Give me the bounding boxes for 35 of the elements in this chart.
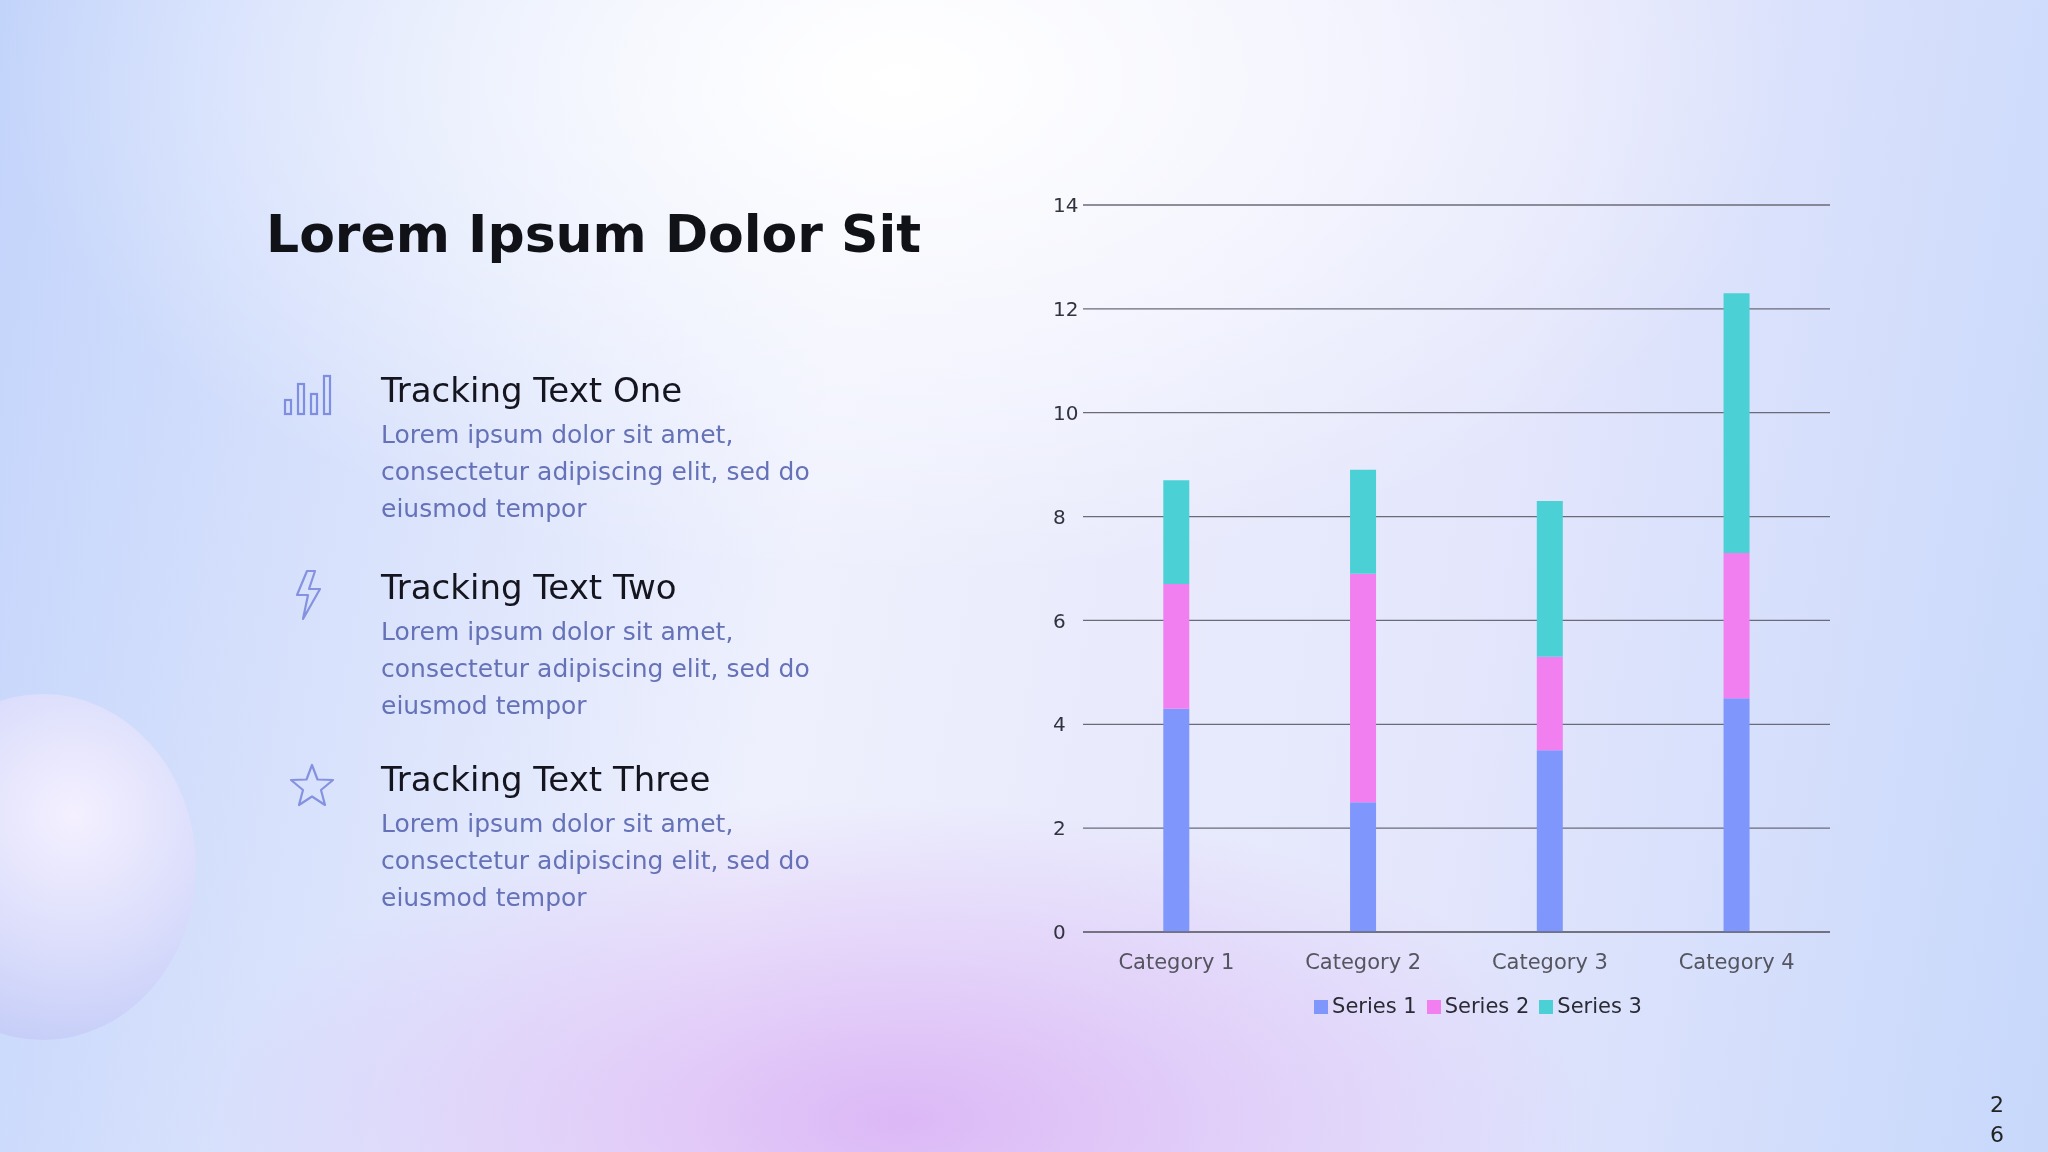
y-tick-label: 12 <box>1053 296 1079 321</box>
bar <box>1723 293 1750 553</box>
x-tick-label: Category 3 <box>1491 949 1608 974</box>
y-tick-label: 14 <box>1053 193 1079 218</box>
text: 26 <box>1989 1091 2005 1149</box>
y-tick-label: 8 <box>1053 504 1066 529</box>
text: Lorem Ipsum Dolor Sit <box>266 204 922 264</box>
legend-label: Series 2 <box>1444 994 1530 1018</box>
y-tick-label: 4 <box>1053 712 1066 737</box>
x-tick-label: Category 1 <box>1118 949 1235 974</box>
x-tick-label: Category 4 <box>1678 949 1795 974</box>
bar <box>1350 469 1377 574</box>
bar <box>1536 656 1563 751</box>
text: Lorem ipsum dolor sit amet, consectetur adipiscing elit, sed do eiusmod tempor <box>381 808 811 914</box>
legend-label: Series 3 <box>1557 994 1642 1018</box>
text: Tracking Text Two <box>381 567 678 607</box>
legend-label: Series 1 <box>1332 994 1417 1018</box>
y-tick-label: 10 <box>1053 400 1079 425</box>
x-tick-label: Category 2 <box>1305 949 1422 974</box>
bar <box>1350 802 1377 932</box>
y-tick-label: 0 <box>1053 920 1066 945</box>
bar <box>1723 552 1750 699</box>
text: Lorem ipsum dolor sit amet, consectetur adipiscing elit, sed do eiusmod tempor <box>381 616 811 722</box>
bar <box>1536 750 1563 932</box>
bar <box>1163 708 1190 932</box>
bar <box>1723 698 1750 932</box>
text: Tracking Text Three <box>381 759 712 799</box>
bar <box>1163 480 1190 585</box>
text: Tracking Text One <box>381 370 684 410</box>
text: Lorem ipsum dolor sit amet, consectetur adipiscing elit, sed do eiusmod tempor <box>381 419 811 525</box>
y-tick-label: 6 <box>1053 608 1066 633</box>
bar <box>1536 500 1563 657</box>
bar <box>1163 584 1190 709</box>
bar <box>1350 573 1377 803</box>
y-tick-label: 2 <box>1053 816 1066 841</box>
